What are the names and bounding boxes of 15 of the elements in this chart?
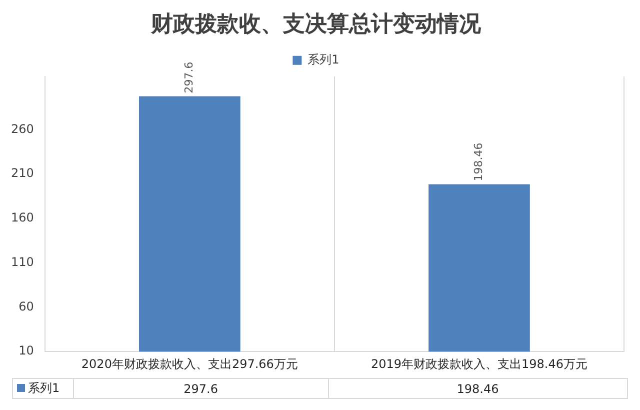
legend-label: 系列1	[308, 52, 340, 67]
y-tick-label: 260	[11, 122, 34, 136]
chart-title: 财政拨款收、支决算总计变动情况	[150, 10, 482, 37]
data-label: 297.6	[74, 378, 328, 398]
text: 系列1	[28, 381, 60, 395]
y-tick-label: 10	[18, 344, 34, 358]
text: 198.46	[472, 142, 486, 182]
x-tick-label: 2019年财政拨款收入、支出198.46万元	[370, 356, 588, 371]
y-tick-label: 210	[11, 166, 34, 180]
y-tick-label: 110	[11, 254, 34, 269]
text: 297.6	[182, 62, 196, 94]
x-tick-label: 2020年财政拨款收入、支出297.66万元	[81, 356, 298, 371]
y-tick-label: 60	[18, 299, 34, 314]
data-label: 198.46	[328, 378, 628, 398]
y-tick-label: 160	[11, 210, 34, 225]
